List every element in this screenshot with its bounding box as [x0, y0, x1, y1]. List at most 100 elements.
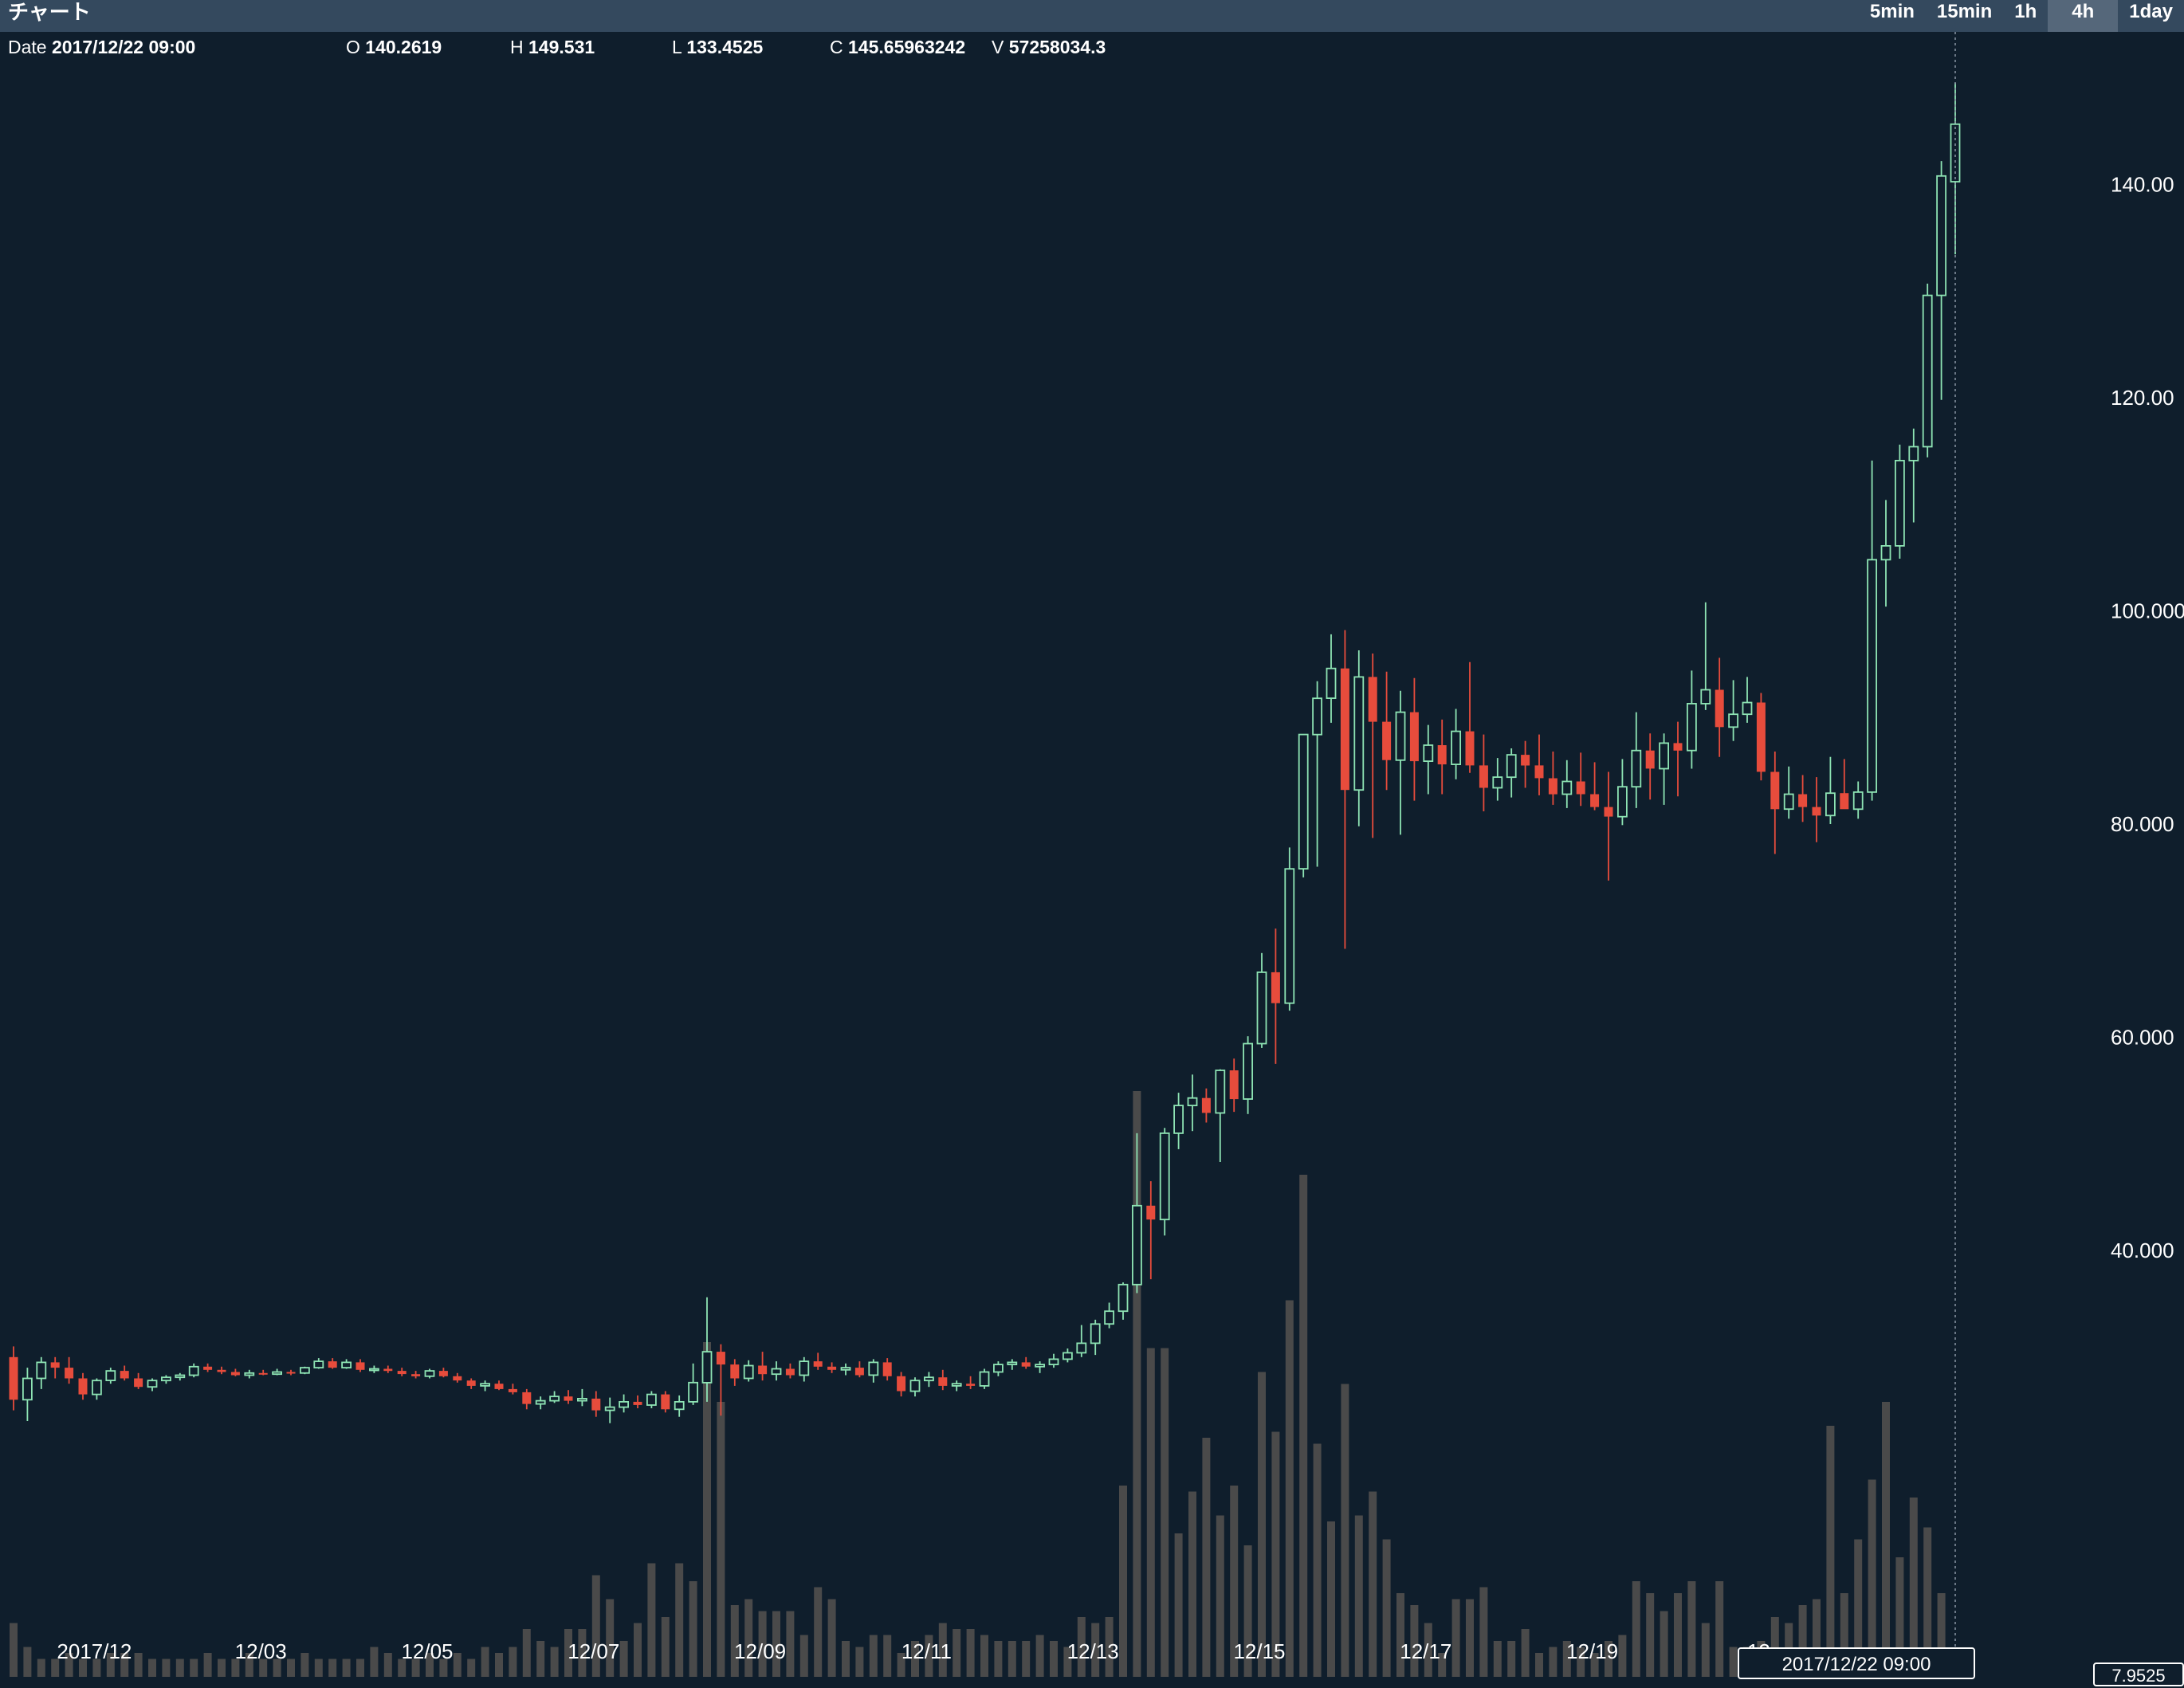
candle: [564, 1390, 573, 1404]
volume-bar: [883, 1635, 892, 1677]
volume-bar: [1354, 1515, 1363, 1677]
candle-body-up: [1700, 689, 1711, 705]
candle-body-up: [549, 1396, 560, 1402]
volume-bar: [1674, 1593, 1682, 1677]
candle: [1090, 1319, 1101, 1356]
date-value: 2017/12/22 09:00: [51, 37, 196, 57]
volume-bar: [966, 1629, 975, 1677]
candle-body-down: [1715, 689, 1724, 728]
candle-body-up: [1243, 1042, 1253, 1100]
candle-body-down: [1521, 755, 1530, 766]
candle: [1867, 460, 1878, 801]
volume-bar: [1105, 1617, 1114, 1677]
candle-body-up: [105, 1370, 116, 1381]
candle: [1368, 654, 1377, 838]
volume-bar: [1424, 1623, 1432, 1677]
volume-bar: [1715, 1581, 1724, 1677]
candle: [633, 1395, 642, 1408]
volume-bar: [855, 1647, 864, 1677]
candle: [1576, 752, 1585, 807]
volume-bar: [426, 1653, 434, 1677]
candle: [341, 1359, 352, 1369]
candle: [882, 1358, 892, 1381]
candle: [78, 1372, 88, 1400]
time-tick-label: 12/09: [734, 1639, 786, 1663]
candle: [1104, 1302, 1114, 1329]
candle-body-up: [1617, 786, 1628, 818]
candle: [827, 1362, 837, 1373]
candle-body-up: [424, 1370, 435, 1377]
candle-body-up: [244, 1372, 255, 1376]
candle-body-down: [1798, 794, 1808, 807]
volume-bar: [1577, 1647, 1585, 1677]
volume-bar: [1507, 1641, 1516, 1677]
candle: [1756, 693, 1766, 781]
timeframe-1day-button[interactable]: 1day: [2129, 1, 2173, 22]
candle: [535, 1396, 546, 1410]
timeframe-4h-button[interactable]: 4h: [2048, 0, 2119, 32]
volume-bar: [730, 1605, 739, 1677]
candle: [1215, 1069, 1226, 1162]
candle: [619, 1394, 629, 1413]
candle: [1840, 759, 1849, 810]
volume-bar: [925, 1635, 933, 1677]
volume-bar: [1119, 1486, 1127, 1677]
candle-body-up: [1118, 1283, 1129, 1313]
price-tick-label: 140.00: [2111, 173, 2174, 197]
candle-body-down: [438, 1371, 448, 1376]
volume-bar: [1687, 1581, 1696, 1677]
volume-bar: [495, 1653, 503, 1677]
timeframe-15min-button[interactable]: 15min: [1936, 1, 1993, 22]
candle-body-up: [1908, 446, 1919, 461]
candle: [1700, 602, 1711, 710]
candle: [1798, 775, 1808, 822]
candle: [1353, 650, 1365, 826]
timeframe-5min-button[interactable]: 5min: [1869, 1, 1915, 22]
volume-bar: [1022, 1641, 1031, 1677]
timeframe-1h-button[interactable]: 1h: [2014, 1, 2037, 22]
candle: [480, 1380, 490, 1392]
candle-body-up: [1132, 1204, 1142, 1286]
volume-bar: [1701, 1623, 1710, 1677]
candle-body-up: [840, 1367, 851, 1371]
candle-body-up: [771, 1368, 782, 1376]
candle: [1479, 734, 1488, 811]
candle-body-down: [1770, 771, 1780, 810]
volume-bar: [1188, 1491, 1196, 1677]
candle: [897, 1372, 906, 1397]
volume-bar: [342, 1659, 351, 1677]
candle: [411, 1371, 421, 1379]
candle: [1645, 733, 1655, 800]
candle: [286, 1369, 296, 1376]
candle-body-up: [1353, 676, 1365, 791]
candle: [1880, 500, 1891, 607]
candle-body-up: [1048, 1358, 1059, 1366]
candles: [9, 83, 1961, 1423]
candle-body-down: [758, 1365, 768, 1375]
volume-bar: [772, 1611, 780, 1677]
candle-body-down: [966, 1384, 976, 1386]
candle-body-down: [938, 1377, 948, 1386]
volume-bar: [1369, 1491, 1377, 1677]
volume-bar: [827, 1599, 836, 1677]
candle-body-down: [230, 1372, 240, 1376]
volume-bar: [689, 1581, 697, 1677]
candle-body-up: [619, 1401, 629, 1408]
close-readout: C 145.65963242: [830, 35, 965, 59]
candle: [854, 1361, 864, 1378]
volume-bar: [703, 1342, 711, 1677]
candle: [1243, 1036, 1253, 1114]
volume-bar: [328, 1659, 337, 1677]
candle-body-down: [494, 1384, 504, 1389]
candle-body-up: [1783, 793, 1794, 811]
candle: [938, 1369, 948, 1391]
volume-bar: [1868, 1479, 1876, 1677]
candle: [1048, 1353, 1059, 1368]
volume-bar: [37, 1659, 45, 1677]
candle: [1201, 1088, 1211, 1123]
volume-bar: [661, 1617, 670, 1677]
candle-body-down: [854, 1368, 864, 1376]
volume-bar: [1882, 1402, 1890, 1677]
volume-bar: [814, 1587, 823, 1677]
